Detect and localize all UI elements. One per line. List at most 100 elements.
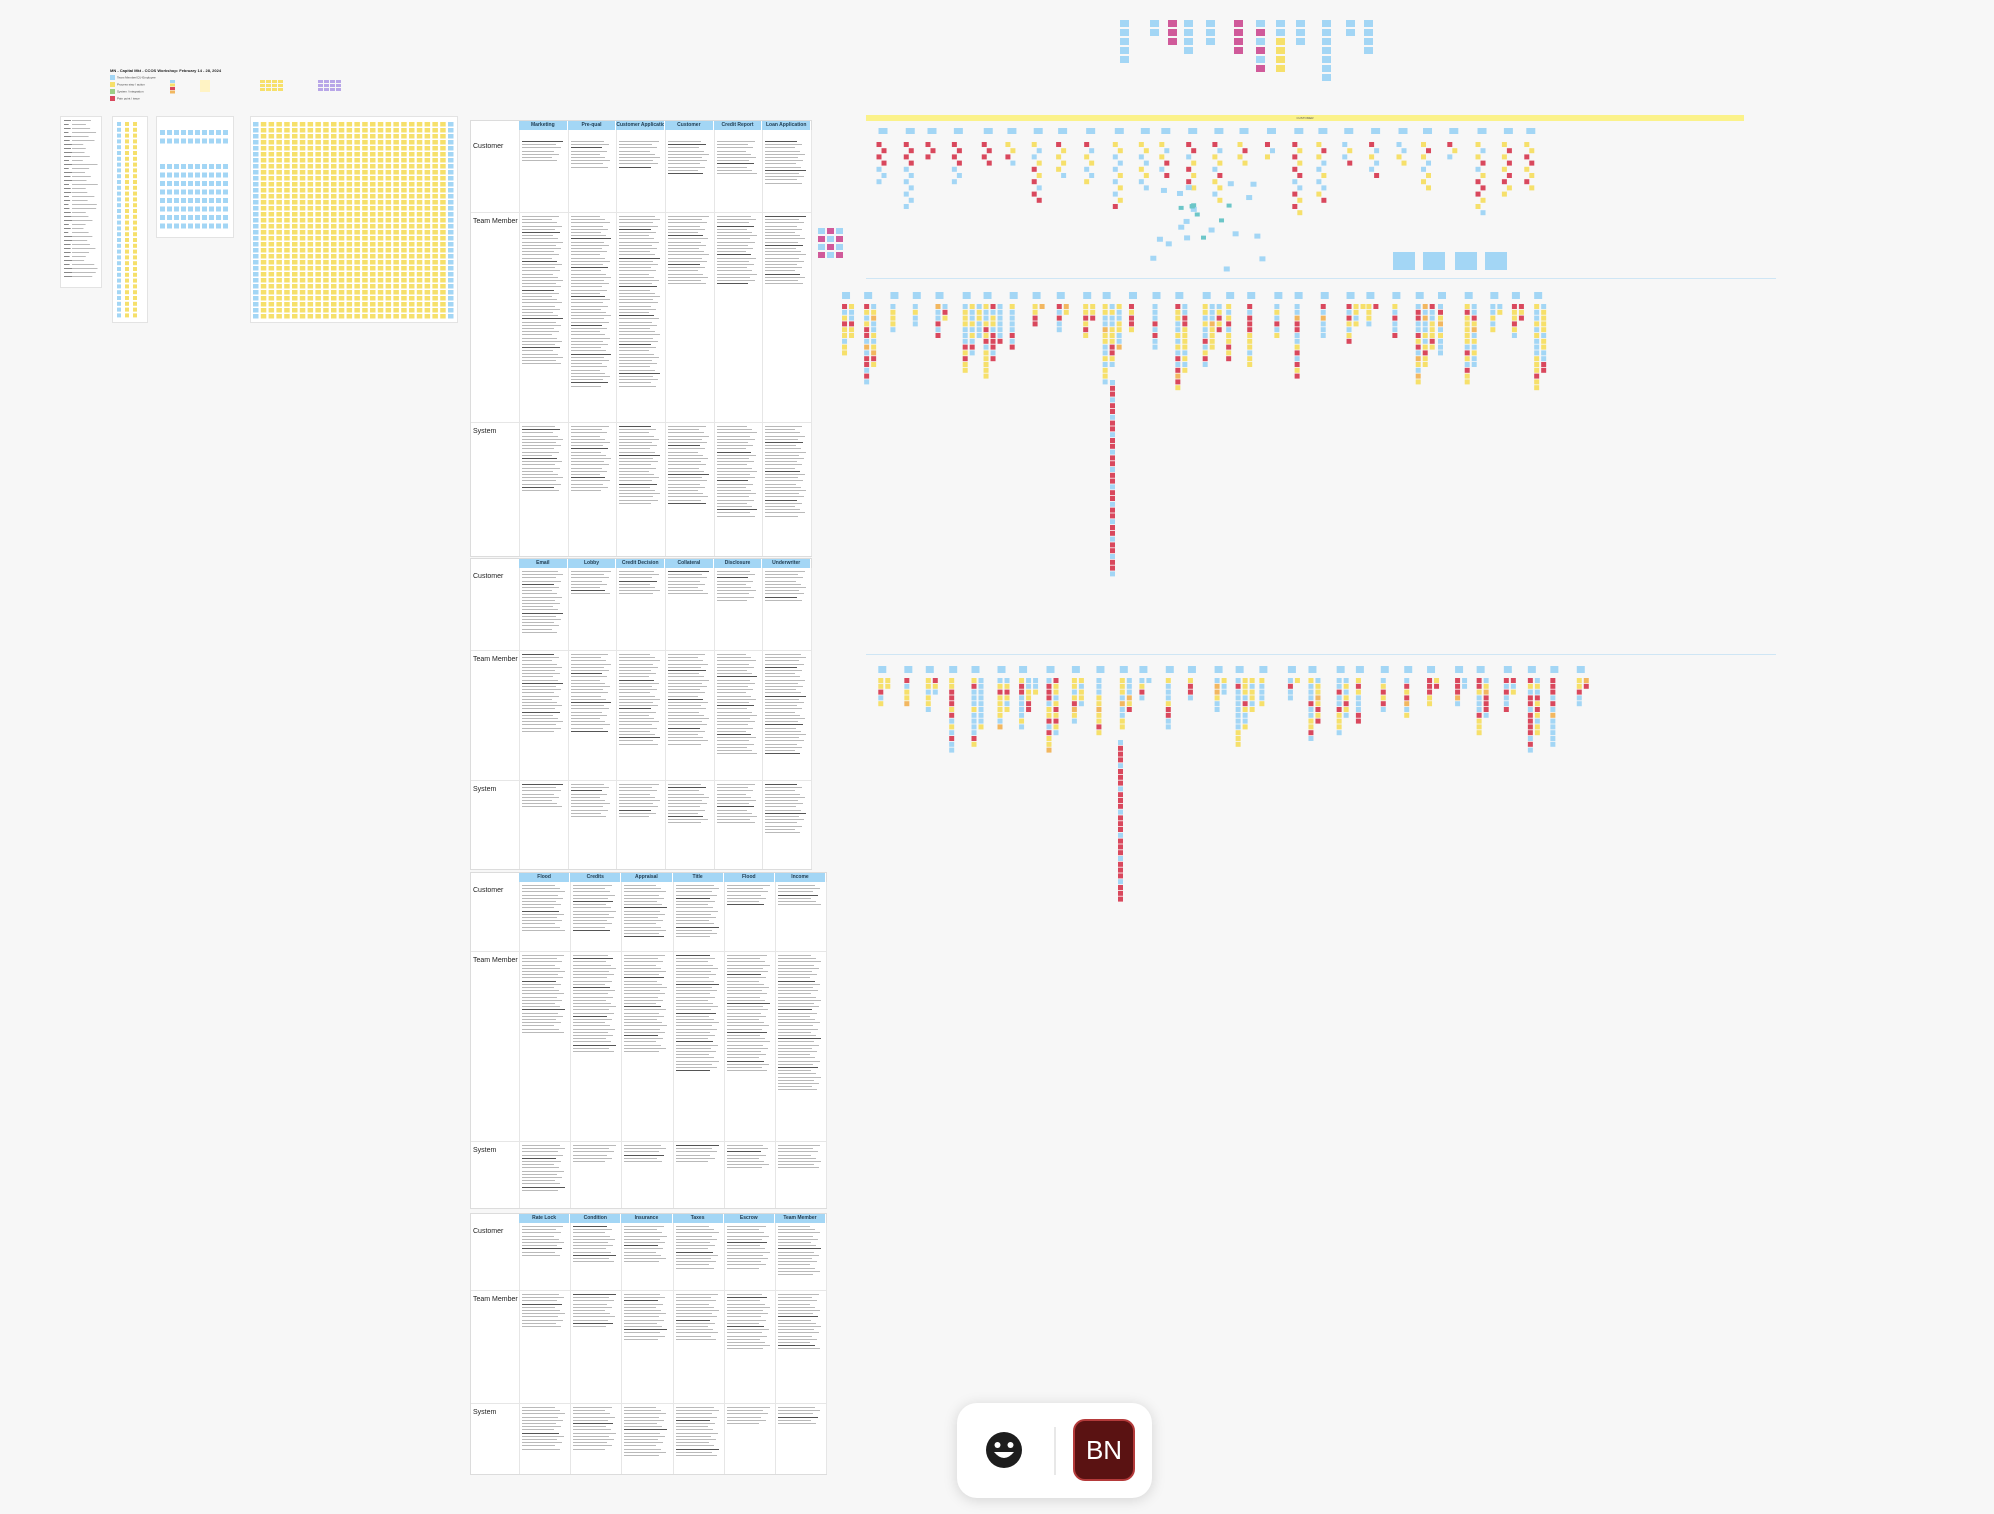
sticky-note[interactable] bbox=[1112, 154, 1118, 160]
sticky-note[interactable] bbox=[1256, 65, 1265, 72]
sticky-note[interactable] bbox=[170, 80, 175, 83]
sticky-note[interactable] bbox=[432, 140, 438, 145]
sticky-note[interactable] bbox=[276, 164, 282, 169]
sticky-note[interactable] bbox=[1102, 304, 1108, 309]
sticky-note[interactable] bbox=[370, 200, 376, 205]
sticky-note[interactable] bbox=[1110, 554, 1115, 559]
story-header-card[interactable] bbox=[1235, 666, 1244, 673]
sticky-note[interactable] bbox=[448, 248, 454, 253]
sticky-note[interactable] bbox=[1527, 736, 1533, 741]
sticky-note[interactable] bbox=[1346, 333, 1352, 338]
sticky-note[interactable] bbox=[393, 278, 399, 283]
sticky-note[interactable] bbox=[932, 689, 938, 695]
sticky-note[interactable] bbox=[323, 164, 329, 169]
sticky-note[interactable] bbox=[983, 356, 989, 362]
sticky-note[interactable] bbox=[1206, 38, 1215, 45]
sticky-note[interactable] bbox=[338, 122, 345, 127]
sticky-note[interactable] bbox=[299, 194, 306, 199]
sticky-note[interactable] bbox=[983, 373, 989, 379]
sticky-note[interactable] bbox=[370, 218, 376, 223]
sticky-note[interactable] bbox=[253, 266, 259, 271]
list-line[interactable] bbox=[72, 136, 89, 137]
sticky-note[interactable] bbox=[338, 254, 345, 259]
list-line[interactable] bbox=[72, 120, 91, 121]
sticky-note[interactable] bbox=[971, 718, 977, 724]
sticky-note[interactable] bbox=[1175, 338, 1181, 344]
sticky-note[interactable] bbox=[997, 309, 1003, 315]
sticky-note[interactable] bbox=[962, 362, 968, 367]
sticky-note[interactable] bbox=[935, 315, 941, 321]
sticky-note[interactable] bbox=[1118, 751, 1123, 757]
sticky-note[interactable] bbox=[307, 224, 314, 229]
sticky-note[interactable] bbox=[1527, 747, 1533, 753]
sticky-note[interactable] bbox=[1276, 56, 1285, 63]
list-line[interactable] bbox=[72, 256, 86, 257]
sticky-note[interactable] bbox=[448, 290, 454, 295]
sticky-note[interactable] bbox=[448, 152, 454, 157]
sticky-note[interactable] bbox=[276, 188, 282, 193]
sticky-note[interactable] bbox=[1296, 38, 1305, 45]
sticky-note[interactable] bbox=[416, 278, 423, 283]
sticky-note[interactable] bbox=[117, 209, 121, 213]
sticky-note[interactable] bbox=[370, 134, 376, 139]
sticky-note[interactable] bbox=[1297, 173, 1303, 178]
story-header-card[interactable] bbox=[962, 292, 971, 299]
sticky-note[interactable] bbox=[424, 308, 431, 313]
sticky-note[interactable] bbox=[266, 80, 271, 83]
sticky-note[interactable] bbox=[377, 122, 384, 127]
sticky-note[interactable] bbox=[1056, 142, 1062, 147]
sticky-note[interactable] bbox=[160, 172, 165, 178]
sticky-note[interactable] bbox=[1404, 683, 1410, 689]
sticky-note[interactable] bbox=[871, 321, 877, 327]
sticky-note[interactable] bbox=[318, 88, 323, 91]
sticky-note[interactable] bbox=[272, 84, 277, 87]
sticky-note[interactable] bbox=[117, 168, 121, 173]
sticky-note[interactable] bbox=[1308, 707, 1314, 712]
sticky-note[interactable] bbox=[1501, 191, 1507, 197]
sticky-note[interactable] bbox=[1308, 718, 1314, 724]
sticky-note[interactable] bbox=[440, 182, 446, 187]
sticky-note[interactable] bbox=[1366, 309, 1372, 315]
sticky-note[interactable] bbox=[1380, 695, 1386, 701]
sticky-note[interactable] bbox=[354, 200, 360, 205]
sticky-note[interactable] bbox=[969, 338, 975, 344]
sticky-note[interactable] bbox=[1256, 29, 1265, 36]
sticky-note[interactable] bbox=[307, 170, 314, 175]
sticky-note[interactable] bbox=[323, 194, 329, 199]
story-header-card[interactable] bbox=[1102, 292, 1111, 299]
sticky-note[interactable] bbox=[331, 140, 337, 145]
sticky-note[interactable] bbox=[260, 284, 267, 289]
sticky-note[interactable] bbox=[1226, 315, 1232, 321]
sticky-note[interactable] bbox=[323, 266, 329, 271]
sticky-note[interactable] bbox=[1308, 724, 1314, 730]
sticky-note[interactable] bbox=[409, 182, 415, 187]
sticky-note[interactable] bbox=[331, 122, 337, 127]
sticky-note[interactable] bbox=[299, 260, 306, 265]
sticky-note[interactable] bbox=[1364, 38, 1373, 45]
sticky-note[interactable] bbox=[401, 242, 407, 247]
sticky-note[interactable] bbox=[133, 151, 137, 155]
sticky-note[interactable] bbox=[1480, 210, 1486, 216]
sticky-note[interactable] bbox=[292, 200, 298, 205]
sticky-note[interactable] bbox=[260, 272, 267, 277]
sticky-note[interactable] bbox=[1226, 203, 1232, 208]
sticky-note[interactable] bbox=[1346, 338, 1352, 344]
sticky-note[interactable] bbox=[1501, 142, 1507, 147]
sticky-note[interactable] bbox=[338, 242, 345, 247]
sticky-note[interactable] bbox=[370, 254, 376, 259]
sticky-note[interactable] bbox=[1019, 707, 1025, 712]
sticky-note[interactable] bbox=[1250, 181, 1257, 187]
sticky-note[interactable] bbox=[1497, 309, 1503, 315]
sticky-note[interactable] bbox=[842, 327, 848, 333]
sticky-note[interactable] bbox=[1186, 166, 1192, 172]
sticky-note[interactable] bbox=[448, 140, 454, 145]
sticky-note[interactable] bbox=[393, 272, 399, 277]
sticky-note[interactable] bbox=[1126, 701, 1132, 707]
sticky-note[interactable] bbox=[1422, 350, 1428, 356]
sticky-note[interactable] bbox=[346, 218, 353, 223]
sticky-note[interactable] bbox=[195, 181, 200, 186]
sticky-note[interactable] bbox=[1392, 304, 1398, 309]
sticky-note[interactable] bbox=[1165, 724, 1171, 730]
sticky-note[interactable] bbox=[292, 122, 298, 127]
sticky-note[interactable] bbox=[323, 308, 329, 313]
